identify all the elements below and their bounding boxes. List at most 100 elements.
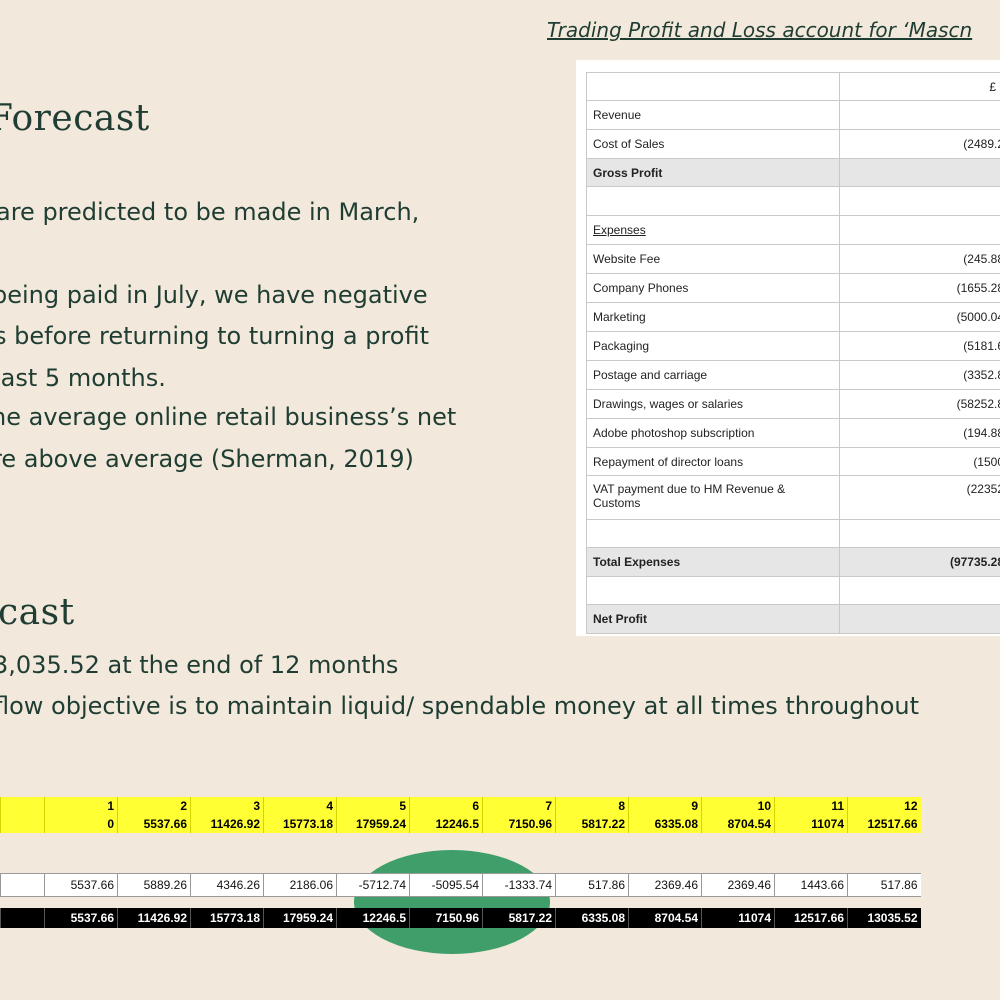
pl-row-value [839,100,1000,130]
section1-line-4: s before returning to turning a profit [0,322,429,350]
closing-balance-cell: 15773.18 [190,908,264,928]
pl-row-value: (194.88) [839,418,1000,448]
net-cash-flow-cell: 517.86 [847,873,921,897]
pl-row-label [586,186,840,216]
pl-row-label: VAT payment due to HM Revenue & Customs [586,475,840,520]
pl-row-label: Postage and carriage [586,360,840,390]
closing-balance-cell: 11426.92 [117,908,191,928]
pl-row-label [586,576,840,605]
closing-balance-cell: 5537.66 [44,908,118,928]
section2-line-2: flow objective is to maintain liquid/ sp… [0,692,919,720]
net-cash-flow-cell: 517.86 [555,873,629,897]
pl-row-label: Cost of Sales [586,129,840,159]
pl-row-label: Drawings, wages or salaries [586,389,840,419]
closing-balance-cell: 12517.66 [774,908,848,928]
pl-row-value [839,158,1000,187]
pl-row-value [839,576,1000,605]
closing-balance-cell: 8704.54 [628,908,702,928]
month-number-cell: 4 [263,797,337,815]
month-number-cell: 3 [190,797,264,815]
opening-balance-cell: 17959.24 [336,815,410,833]
month-number-cell: 5 [336,797,410,815]
pl-table-panel: £ Revenue Cost of Sales(2489.2) Gross Pr… [576,60,1000,636]
pl-row-label: Company Phones [586,273,840,303]
cash-flow-closing-strip: 5537.66 11426.92 15773.18 17959.24 12246.5 71… [0,908,921,928]
pl-currency-header: £ [839,72,1000,101]
opening-balance-cell: 5817.22 [555,815,629,833]
pl-row-value: (58252.8) [839,389,1000,419]
section1-line-1: are predicted to be made in March, [0,198,420,226]
opening-balance-cell: 8704.54 [701,815,775,833]
month-number-cell: 7 [482,797,556,815]
pl-row-label: Repayment of director loans [586,447,840,476]
pl-row-value: (1500) [839,447,1000,476]
cash-flow-opening-strip: 1 2 3 4 5 6 7 8 9 10 11 12 0 5537.66 11426.92 15773.18… [0,797,921,833]
pl-row-value: (2489.2) [839,129,1000,159]
opening-balance-cell: 11426.92 [190,815,264,833]
opening-balance-cell: 6335.08 [628,815,702,833]
pl-row-value: (97735.28) [839,547,1000,577]
section1-line-6: he average online retail business’s net [0,403,457,431]
net-cash-flow-cell: -5712.74 [336,873,410,897]
closing-balance-cell: 12246.5 [336,908,410,928]
net-cash-flow-cell: -1333.74 [482,873,556,897]
pl-caption: Trading Profit and Loss account for ‘Mas… [547,18,973,42]
cash-flow-net-strip: 5537.66 5889.26 4346.26 2186.06 -5712.74 -509… [0,873,921,897]
net-cash-flow-cell: -5095.54 [409,873,483,897]
opening-balance-cell: 0 [44,815,118,833]
opening-balance-cell: 5537.66 [117,815,191,833]
pl-row-value: (245.88) [839,244,1000,274]
month-number-cell: 2 [117,797,191,815]
pl-row-value [839,604,1000,634]
closing-balance-cell: 13035.52 [847,908,921,928]
month-number-cell: 10 [701,797,775,815]
closing-balance-cell: 17959.24 [263,908,337,928]
section1-line-5: last 5 months. [0,364,166,392]
pl-row-label: Revenue [586,100,840,130]
opening-balance-cell: 7150.96 [482,815,556,833]
month-number-cell: 8 [555,797,629,815]
section1-line-2: . [0,240,2,268]
pl-row-label: Marketing [586,302,840,332]
net-cash-flow-cell: 2186.06 [263,873,337,897]
closing-balance-cell: 7150.96 [409,908,483,928]
net-cash-flow-cell: 1443.66 [774,873,848,897]
highlight-oval [354,850,550,954]
pl-row-label: Adobe photoshop subscription [586,418,840,448]
pl-row-label: Net Profit [586,604,840,634]
net-cash-flow-cell: 5889.26 [117,873,191,897]
pl-row-label: Gross Profit [586,158,840,187]
pl-row-value: (5181.6) [839,331,1000,361]
net-cash-flow-cell: 2369.46 [701,873,775,897]
pl-row-label: Packaging [586,331,840,361]
section1-line-3: being paid in July, we have negative [0,281,428,309]
month-number-cell: 6 [409,797,483,815]
pl-row-value: (3352.8) [839,360,1000,390]
opening-balance-cell: 12517.66 [847,815,921,833]
month-number-cell: 9 [628,797,702,815]
closing-balance-cell: 6335.08 [555,908,629,928]
pl-row-label: Expenses [586,215,840,245]
pl-row-value: (5000.04) [839,302,1000,332]
net-cash-flow-cell: 5537.66 [44,873,118,897]
pl-table: £ Revenue Cost of Sales(2489.2) Gross Pr… [586,72,1000,634]
pl-row-value [839,215,1000,245]
closing-balance-cell: 11074 [701,908,775,928]
pl-row-label: Website Fee [586,244,840,274]
net-cash-flow-cell: 2369.46 [628,873,702,897]
pl-row-value [839,519,1000,548]
month-number-cell: 12 [847,797,921,815]
closing-balance-cell: 5817.22 [482,908,556,928]
section2-line-1: 3,035.52 at the end of 12 months [0,651,399,679]
section1-line-7: re above average (Sherman, 2019) [0,445,414,473]
section2-title: cast [0,592,75,633]
pl-row-label [586,519,840,548]
section1-title: Forecast [0,98,150,139]
net-cash-flow-cell: 4346.26 [190,873,264,897]
pl-row-label: Total Expenses [586,547,840,577]
pl-row-value: (22352) [839,475,1000,520]
pl-row-value: (1655.28) [839,273,1000,303]
opening-balance-cell: 11074 [774,815,848,833]
month-number-cell: 1 [44,797,118,815]
month-number-cell: 11 [774,797,848,815]
